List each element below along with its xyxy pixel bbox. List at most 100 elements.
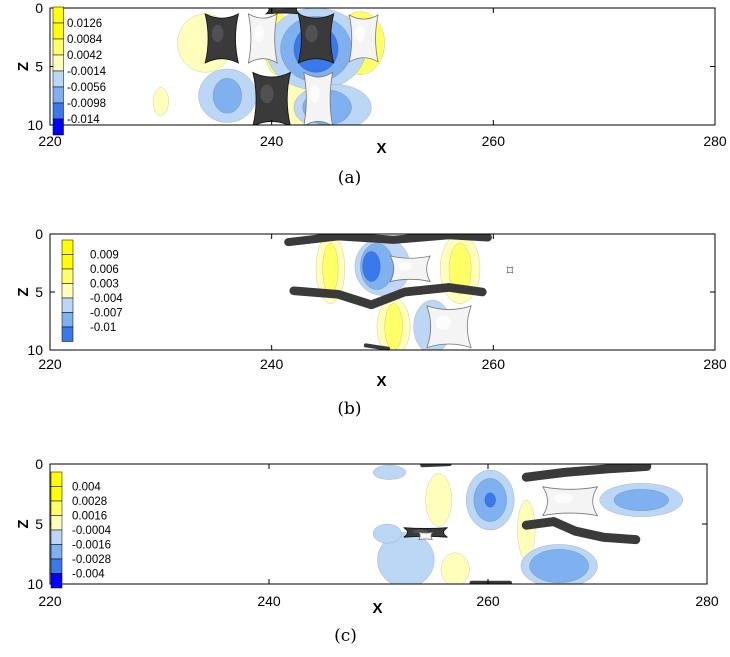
colorbar-swatch: [52, 22, 64, 40]
colorbar-swatch: [52, 102, 64, 120]
panel-caption: (b): [337, 399, 361, 419]
colorbar-legend: 0.004 0.0028 0.0016 -0.0004 -0.0016 -0.0028 -0…: [50, 471, 112, 589]
colorbar-label: 0.006: [90, 264, 119, 276]
colorbar-swatch: [61, 326, 74, 342]
panel-caption: (a): [338, 168, 361, 188]
colorbar-swatch: [52, 86, 64, 104]
colorbar-label: 0.009: [90, 250, 119, 262]
x-tick-label: 240: [257, 593, 281, 609]
y-axis-title: Z: [15, 287, 32, 296]
colorbar-label: 0.0028: [72, 496, 107, 508]
isosurface-highlight: [355, 25, 366, 42]
x-tick-label: 240: [260, 356, 284, 372]
colorbar-swatch: [61, 283, 74, 299]
x-tick-label: 260: [482, 356, 506, 372]
panel-3: 220 240 260 280 0 5 10 X Z 0.004 0.0028 0.0016 -0.00…: [15, 456, 719, 646]
colorbar-label: -0.014: [67, 114, 100, 126]
colorbar-swatch: [50, 529, 63, 545]
contour-neg_strong: [484, 492, 496, 508]
colorbar-swatch: [50, 573, 63, 589]
isosurface-dark: [403, 527, 448, 538]
isosurface-band: [521, 464, 652, 482]
colorbar-swatch: [61, 268, 74, 284]
colorbar-label: -0.004: [90, 293, 123, 305]
colorbar-swatch: [50, 515, 63, 531]
isosurface-band: [284, 234, 492, 247]
colorbar-label: -0.0004: [72, 525, 112, 537]
colorbar-label: -0.0016: [72, 540, 111, 552]
x-axis-title: X: [376, 373, 386, 390]
colorbar-legend: 0.009 0.006 0.003 -0.004 -0.007 -0.01: [61, 239, 123, 342]
isosurface-dark: [264, 8, 301, 15]
colorbar-swatch: [52, 118, 64, 136]
y-tick-label: 10: [27, 117, 43, 133]
contour-neg_mid: [212, 77, 242, 114]
colorbar-swatch: [50, 500, 63, 516]
colorbar-swatch: [50, 471, 63, 487]
isosurface-highlight: [309, 84, 320, 104]
colorbar-swatch: [61, 312, 74, 328]
contour-neg_weak: [372, 523, 402, 544]
x-axis-title: X: [376, 140, 386, 157]
contour-pos_weak: [152, 87, 169, 116]
isosurface-highlight: [553, 493, 573, 504]
contour-neg_mid: [613, 489, 669, 512]
colorbar-label: 0.0016: [72, 511, 107, 523]
x-tick-label: 240: [260, 133, 284, 149]
colorbar-swatch: [52, 38, 64, 56]
colorbar-label: -0.004: [72, 569, 105, 581]
contour-pos_mid: [384, 303, 403, 350]
isosurface-dark: [297, 13, 335, 64]
colorbar-swatch: [52, 70, 64, 88]
isosurface-band: [521, 517, 641, 545]
isosurface-highlight: [260, 84, 274, 104]
isosurface-band: [363, 343, 391, 350]
colorbar-swatch: [61, 254, 74, 270]
y-tick-label: 0: [35, 226, 43, 242]
colorbar-swatch: [50, 558, 63, 574]
contour-neg_weak: [377, 532, 435, 584]
x-tick-label: 220: [38, 133, 62, 149]
x-tick-label: 280: [703, 133, 727, 149]
x-tick-label: 260: [482, 133, 506, 149]
y-tick-label: 5: [35, 516, 43, 532]
colorbar-label: 0.003: [90, 279, 119, 291]
colorbar-label: 0.0126: [67, 18, 102, 30]
colorbar-label: 0.0042: [67, 50, 102, 62]
contour-pos_mid: [322, 243, 339, 295]
colorbar-swatch: [50, 486, 63, 502]
colorbar-label: -0.01: [90, 322, 116, 334]
contour-pos_mid: [448, 243, 472, 295]
contour-neg_mid: [529, 549, 589, 584]
y-tick-label: 0: [35, 456, 43, 472]
y-tick-label: 0: [35, 0, 43, 16]
contour-pos_weak: [440, 552, 470, 584]
y-axis-title: Z: [15, 519, 32, 528]
x-tick-label: 280: [695, 593, 719, 609]
x-axis-title: X: [372, 600, 382, 617]
y-tick-label: 5: [35, 284, 43, 300]
contour-field: [284, 234, 514, 350]
colorbar-swatch: [61, 239, 74, 255]
contour-pos_weak: [425, 473, 453, 527]
colorbar-label: -0.0014: [67, 66, 107, 78]
y-tick-label: 5: [35, 59, 43, 75]
colorbar-label: -0.007: [90, 308, 123, 320]
x-tick-label: 220: [38, 356, 62, 372]
isosurface-highlight: [254, 24, 265, 43]
colorbar-swatch: [50, 544, 63, 560]
isosurface-dark: [252, 71, 292, 125]
colorbar-legend: 0.0126 0.0084 0.0042 -0.0014 -0.0056 -0.0098 -…: [52, 6, 107, 136]
isosurface-band: [289, 283, 487, 310]
colorbar-label: -0.0056: [67, 82, 106, 94]
isosurface-highlight: [412, 529, 428, 534]
panel-2: 220 240 260 280 0 5 10 X Z 0.009 0.006 0.003 -0.004 -…: [15, 226, 727, 419]
isosurface-highlight: [508, 268, 511, 271]
isosurface-dark: [204, 13, 240, 64]
contour-field: [372, 464, 684, 584]
colorbar-swatch: [52, 54, 64, 72]
colorbar-label: -0.0028: [72, 554, 111, 566]
x-tick-label: 220: [38, 593, 62, 609]
colorbar-swatch: [52, 6, 64, 24]
